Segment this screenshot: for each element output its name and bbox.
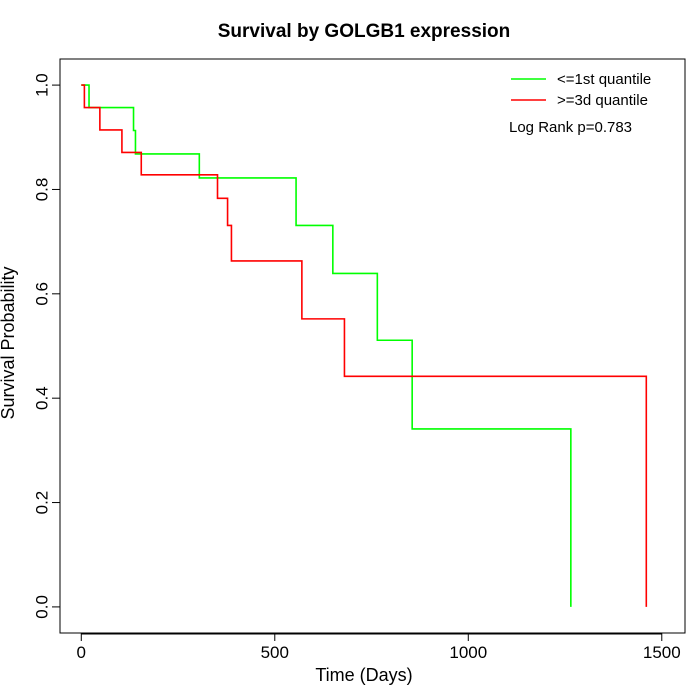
y-tick-label: 1.0	[32, 73, 51, 97]
y-axis: 0.0 0.2 0.4 0.6 0.8 1.0	[32, 73, 61, 619]
x-tick-label: 1500	[643, 643, 681, 662]
x-tick-label: 1000	[449, 643, 487, 662]
x-axis-label: Time (Days)	[315, 665, 412, 685]
y-tick-label: 0.4	[32, 386, 51, 410]
log-rank-annotation: Log Rank p=0.783	[509, 119, 632, 136]
legend: <=1st quantile >=3d quantile	[511, 71, 651, 109]
series-line-1	[81, 84, 572, 607]
y-tick-label: 0.2	[32, 491, 51, 515]
y-tick-label: 0.0	[32, 595, 51, 619]
plot-frame	[59, 58, 686, 634]
legend-label: <=1st quantile	[557, 71, 651, 88]
legend-label: >=3d quantile	[557, 92, 648, 109]
series-group	[81, 84, 648, 607]
series-line-2	[81, 84, 648, 607]
x-axis: 0 500 1000 1500	[77, 633, 681, 662]
y-axis-label: Survival Probability	[0, 266, 18, 419]
y-tick-label: 0.6	[32, 282, 51, 306]
x-tick-label: 500	[261, 643, 289, 662]
chart-title: Survival by GOLGB1 expression	[218, 21, 511, 42]
x-tick-label: 0	[77, 643, 86, 662]
y-tick-label: 0.8	[32, 178, 51, 202]
